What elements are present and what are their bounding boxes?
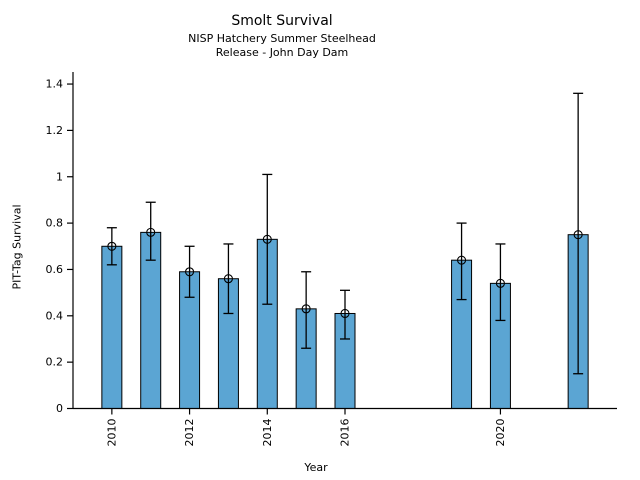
- data-point-marker: [223, 274, 233, 284]
- data-point-marker: [262, 234, 272, 244]
- x-tick-label: 2010: [105, 419, 118, 447]
- y-tick-label: 0.8: [46, 217, 64, 230]
- data-point-marker: [107, 241, 117, 251]
- y-tick-label: 0: [56, 402, 63, 415]
- data-point-marker: [573, 230, 583, 240]
- y-tick-label: 0.2: [46, 356, 64, 369]
- x-tick-label: 2016: [339, 419, 352, 447]
- data-point-marker: [185, 267, 195, 277]
- data-point-marker: [301, 304, 311, 314]
- data-point-marker: [457, 255, 467, 265]
- chart-subtitle-line1: NISP Hatchery Summer Steelhead: [188, 32, 376, 45]
- chart-title: Smolt Survival: [231, 13, 333, 29]
- data-point-marker: [495, 278, 505, 288]
- bar: [101, 245, 123, 409]
- y-tick-label: 1.4: [46, 78, 64, 91]
- y-tick-label: 0.6: [46, 263, 64, 276]
- data-point-marker: [340, 308, 350, 319]
- x-axis-title: Year: [304, 461, 328, 474]
- chart-subtitle-line2: Release - John Day Dam: [215, 46, 349, 59]
- y-tick-label: 0.4: [46, 309, 64, 322]
- x-tick-label: 2020: [494, 419, 507, 447]
- y-tick-label: 1: [56, 170, 63, 183]
- x-tick-label: 2012: [183, 419, 196, 447]
- x-tick-label: 2014: [261, 419, 274, 447]
- y-axis-title: PIT-Tag Survival: [10, 204, 24, 290]
- y-tick-label: 1.2: [46, 124, 64, 137]
- data-point-marker: [146, 227, 156, 237]
